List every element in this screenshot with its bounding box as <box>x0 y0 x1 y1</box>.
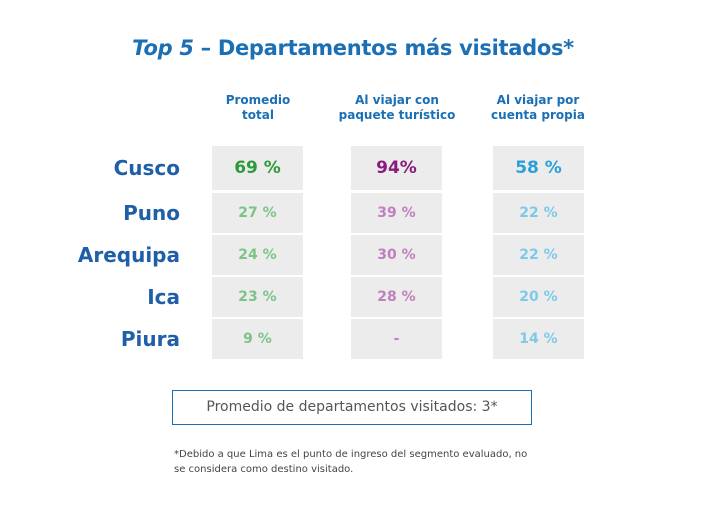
column-header-own-line2: cuenta propia <box>491 108 585 122</box>
column-header-total: Promedio total <box>188 93 328 123</box>
row-label-arequipa: Arequipa <box>77 243 180 267</box>
cell-cusco-own: 58 % <box>493 146 584 190</box>
cell-arequipa-own: 22 % <box>493 235 584 275</box>
title-rest: – Departamentos más visitados* <box>193 36 575 60</box>
cell-puno-total: 27 % <box>212 193 303 233</box>
cell-arequipa-total: 24 % <box>212 235 303 275</box>
column-header-total-line2: total <box>242 108 274 122</box>
row-label-puno: Puno <box>123 201 180 225</box>
cell-cusco-package: 94% <box>351 146 442 190</box>
row-label-piura: Piura <box>120 327 180 351</box>
column-header-own-line1: Al viajar por <box>496 93 580 107</box>
title-italic: Top 5 <box>132 36 194 60</box>
cell-piura-package: - <box>351 319 442 359</box>
row-label-cusco: Cusco <box>113 156 180 180</box>
summary-box: Promedio de departamentos visitados: 3* <box>172 390 532 425</box>
cell-arequipa-package: 30 % <box>351 235 442 275</box>
chart-title: Top 5 – Departamentos más visitados* <box>0 36 706 60</box>
column-header-package-line2: paquete turístico <box>338 108 456 122</box>
cell-ica-package: 28 % <box>351 277 442 317</box>
cell-piura-total: 9 % <box>212 319 303 359</box>
column-header-total-line1: Promedio <box>225 93 291 107</box>
column-header-package: Al viajar con paquete turístico <box>327 93 467 123</box>
footnote: *Debido a que Lima es el punto de ingres… <box>174 449 528 475</box>
cell-piura-own: 14 % <box>493 319 584 359</box>
column-header-own: Al viajar por cuenta propia <box>468 93 608 123</box>
column-header-package-line1: Al viajar con <box>355 93 439 107</box>
cell-ica-total: 23 % <box>212 277 303 317</box>
cell-cusco-total: 69 % <box>212 146 303 190</box>
cell-puno-package: 39 % <box>351 193 442 233</box>
row-label-ica: Ica <box>147 285 180 309</box>
cell-puno-own: 22 % <box>493 193 584 233</box>
cell-ica-own: 20 % <box>493 277 584 317</box>
